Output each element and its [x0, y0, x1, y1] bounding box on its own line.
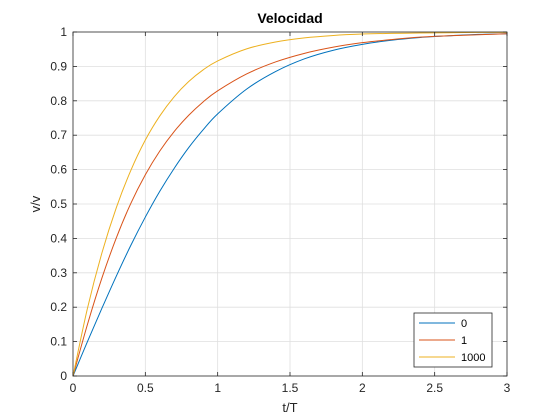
legend-label-2: 1000 — [461, 352, 485, 364]
y-tick-label: 0.3 — [50, 266, 67, 280]
y-tick-label: 0.8 — [50, 94, 67, 108]
x-axis-label: t/T — [282, 400, 297, 415]
x-tick-label: 3 — [504, 381, 511, 395]
x-tick-labels: 0 0.5 1 1.5 2 2.5 3 — [70, 381, 511, 395]
axis-ticks — [72, 31, 508, 377]
series-line-1 — [72, 33, 508, 377]
y-axis-label: v/v — [28, 195, 43, 212]
series-lines — [72, 31, 508, 377]
y-tick-label: 0.2 — [50, 300, 67, 314]
x-tick-label: 0.5 — [137, 381, 154, 395]
y-tick-label: 0.5 — [50, 197, 67, 211]
y-tick-label: 0.9 — [50, 59, 67, 73]
x-tick-label: 1.5 — [282, 381, 299, 395]
y-tick-label: 0.1 — [50, 335, 67, 349]
x-tick-label: 0 — [70, 381, 77, 395]
chart-title: Velocidad — [257, 10, 322, 26]
legend: 0 1 1000 — [413, 312, 493, 368]
y-tick-labels: 0 0.1 0.2 0.3 0.4 0.5 0.6 0.7 0.8 0.9 1 — [50, 25, 67, 383]
series-line-2 — [72, 31, 508, 377]
y-tick-label: 1 — [60, 25, 67, 39]
y-tick-label: 0 — [60, 369, 67, 383]
legend-label-1: 1 — [461, 335, 467, 347]
x-tick-label: 2 — [359, 381, 366, 395]
y-tick-label: 0.7 — [50, 128, 67, 142]
grid-lines — [73, 32, 507, 376]
y-tick-label: 0.4 — [50, 231, 67, 245]
x-tick-label: 1 — [214, 381, 221, 395]
legend-label-0: 0 — [461, 318, 467, 330]
x-tick-label: 2.5 — [426, 381, 443, 395]
y-tick-label: 0.6 — [50, 163, 67, 177]
